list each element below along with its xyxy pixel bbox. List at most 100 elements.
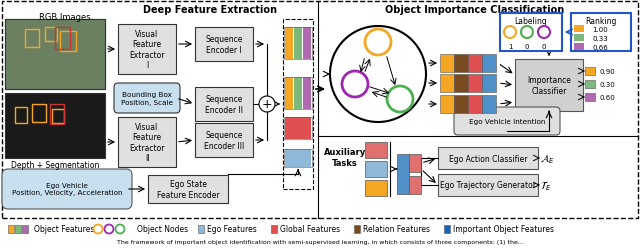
Text: Bounding Box
Position, Scale: Bounding Box Position, Scale — [121, 92, 173, 105]
Text: +: + — [262, 98, 272, 111]
Text: Sequence
Encoder III: Sequence Encoder III — [204, 131, 244, 150]
Text: Deep Feature Extraction: Deep Feature Extraction — [143, 5, 277, 15]
Text: Ego Features: Ego Features — [207, 224, 257, 234]
Bar — [585, 81, 595, 89]
Bar — [440, 75, 454, 93]
Text: Object Nodes: Object Nodes — [137, 224, 188, 234]
Text: Depth + Segmentation: Depth + Segmentation — [11, 161, 99, 170]
Bar — [585, 68, 595, 76]
Bar — [25, 30, 39, 48]
FancyBboxPatch shape — [114, 84, 180, 114]
Bar — [118, 118, 176, 167]
Bar — [482, 96, 496, 114]
Text: $\mathcal{A}_E$: $\mathcal{A}_E$ — [540, 152, 555, 165]
Text: 1.00: 1.00 — [592, 27, 608, 33]
FancyBboxPatch shape — [454, 108, 560, 136]
Text: 0.30: 0.30 — [599, 82, 615, 88]
Text: Sequence
Encoder II: Sequence Encoder II — [205, 95, 243, 114]
Bar — [303, 78, 311, 110]
Bar — [409, 154, 421, 172]
Bar — [284, 28, 312, 60]
Bar — [60, 32, 76, 52]
Bar — [440, 55, 454, 73]
Bar — [8, 225, 14, 233]
Bar — [5, 94, 105, 158]
Text: Visual
Feature
Extractor
I: Visual Feature Extractor I — [129, 30, 164, 70]
Text: Important Object Features: Important Object Features — [453, 224, 554, 234]
Bar — [284, 78, 312, 110]
Bar — [468, 55, 482, 73]
Text: Ego Action Classifier: Ego Action Classifier — [449, 154, 527, 163]
Bar — [5, 20, 105, 90]
Bar — [468, 75, 482, 93]
Bar — [284, 118, 312, 140]
Bar — [195, 28, 253, 62]
Circle shape — [259, 96, 275, 112]
Text: Ego Vehicle
Position, Velocity, Acceleration: Ego Vehicle Position, Velocity, Accelera… — [12, 183, 122, 196]
Bar — [515, 60, 583, 112]
Bar — [444, 225, 450, 233]
Text: 0: 0 — [541, 44, 547, 50]
Bar — [574, 26, 584, 33]
Bar — [303, 28, 311, 60]
Text: The framework of important object identification with semi-supervised learning, : The framework of important object identi… — [116, 240, 524, 244]
Bar — [574, 35, 584, 42]
Bar — [574, 44, 584, 51]
Bar — [15, 108, 27, 124]
Bar — [365, 180, 387, 196]
Text: 0.90: 0.90 — [599, 69, 615, 75]
Text: Object Importance Classification: Object Importance Classification — [385, 5, 564, 15]
Text: 1: 1 — [508, 44, 512, 50]
Bar — [438, 148, 538, 169]
Text: 0.60: 0.60 — [599, 94, 615, 100]
Text: Ego Vehicle Intention: Ego Vehicle Intention — [469, 118, 545, 124]
FancyBboxPatch shape — [2, 169, 132, 209]
Bar — [365, 142, 387, 158]
Text: Importance
Classifier: Importance Classifier — [527, 76, 571, 95]
Bar — [500, 14, 562, 52]
Bar — [354, 225, 360, 233]
Bar — [482, 75, 496, 93]
Text: Auxiliary
Tasks: Auxiliary Tasks — [324, 148, 366, 167]
Bar — [571, 14, 631, 52]
Bar — [397, 154, 409, 194]
Bar — [365, 161, 387, 177]
Bar — [283, 20, 313, 189]
Bar — [285, 78, 293, 110]
Bar — [22, 225, 28, 233]
Bar — [585, 94, 595, 102]
Bar — [52, 110, 64, 124]
Text: 0: 0 — [525, 44, 529, 50]
Bar — [50, 104, 64, 124]
Bar — [148, 175, 228, 203]
Bar — [285, 118, 311, 140]
Text: Labeling: Labeling — [515, 16, 547, 26]
Bar — [454, 96, 468, 114]
Bar — [195, 124, 253, 157]
Bar — [55, 28, 70, 50]
Bar — [198, 225, 204, 233]
Text: Sequence
Encoder I: Sequence Encoder I — [205, 35, 243, 54]
Text: Ego State
Feature Encoder: Ego State Feature Encoder — [157, 180, 220, 199]
Text: Visual
Feature
Extractor
II: Visual Feature Extractor II — [129, 122, 164, 162]
Bar — [15, 225, 21, 233]
Text: Ego Trajectory Generator: Ego Trajectory Generator — [440, 181, 536, 190]
Bar — [409, 176, 421, 194]
Bar — [294, 78, 302, 110]
Bar — [284, 150, 312, 167]
Bar — [454, 75, 468, 93]
Bar — [271, 225, 277, 233]
Text: Relation Features: Relation Features — [363, 224, 430, 234]
Bar — [285, 28, 293, 60]
Text: Ranking: Ranking — [586, 16, 617, 26]
Bar — [5, 20, 105, 90]
Bar — [294, 28, 302, 60]
Text: RGB Images: RGB Images — [39, 12, 91, 22]
Bar — [32, 104, 46, 122]
Text: 0.33: 0.33 — [592, 36, 608, 42]
Text: Global Features: Global Features — [280, 224, 340, 234]
Bar — [454, 55, 468, 73]
Bar — [285, 150, 311, 167]
Bar — [438, 174, 538, 196]
Text: $\mathcal{T}_E$: $\mathcal{T}_E$ — [540, 178, 551, 192]
